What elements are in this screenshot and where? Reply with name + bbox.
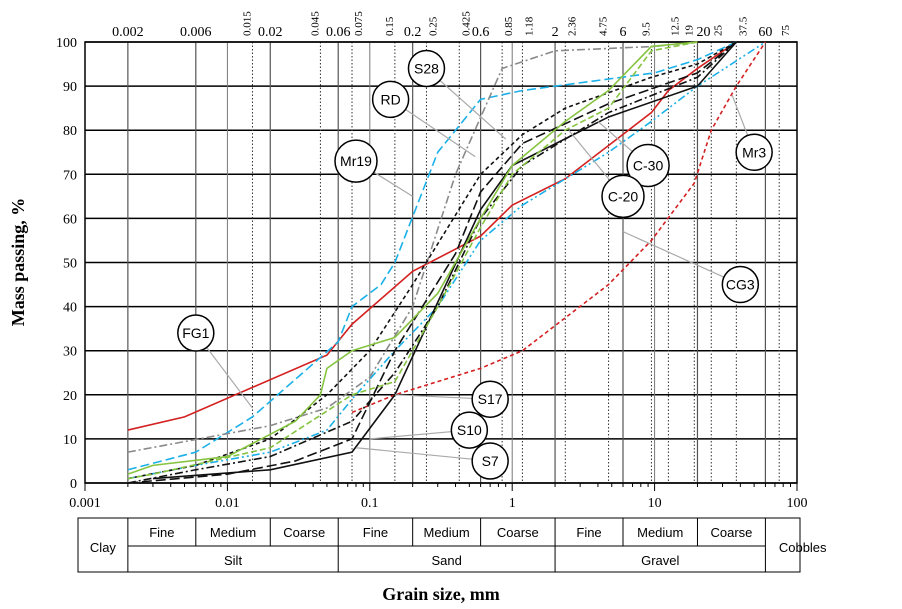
annotation-circle xyxy=(735,133,773,171)
subclass-label: Medium xyxy=(637,525,683,540)
y-tick-label: 80 xyxy=(63,124,77,139)
series-line-C-30 xyxy=(127,41,698,475)
annotation-label: S7 xyxy=(482,453,499,469)
y-tick-label: 70 xyxy=(63,168,77,183)
annotation-label: RD xyxy=(380,91,400,107)
annotation-label: S28 xyxy=(414,60,439,76)
y-tick-label: 0 xyxy=(70,477,77,492)
subclass-label: Coarse xyxy=(710,525,752,540)
x-tick-label: 0.01 xyxy=(215,496,240,511)
x-tick-label: 10 xyxy=(648,496,662,511)
annotation-circle xyxy=(721,265,760,304)
series-line-Mr3 xyxy=(127,41,766,480)
sieve-tick-label: 9.5 xyxy=(640,22,652,36)
sieve-tick-label: 0.045 xyxy=(309,11,321,36)
top-tick-label: 0.002 xyxy=(112,25,144,40)
annotation-label: FG1 xyxy=(182,325,209,341)
sieve-tick-label: 0.15 xyxy=(384,16,396,36)
top-tick-label: 0.2 xyxy=(404,25,422,40)
series-line-S17 xyxy=(127,41,737,484)
annotation-leader xyxy=(622,231,741,286)
top-tick-label: 6 xyxy=(620,25,627,40)
y-tick-label: 10 xyxy=(63,433,77,448)
x-tick-label: 1 xyxy=(509,496,516,511)
class-label: Gravel xyxy=(641,553,679,568)
annotation-circle xyxy=(371,80,410,119)
top-tick-label: 0.006 xyxy=(180,25,212,40)
annotation-label: S10 xyxy=(457,422,482,438)
sieve-tick-label: 2.36 xyxy=(566,16,578,36)
annotation-label: CG3 xyxy=(726,277,755,293)
series-line-C-20 xyxy=(127,41,698,480)
y-tick-label: 20 xyxy=(63,389,77,404)
annotation-label: Mr3 xyxy=(742,144,766,160)
sieve-tick-label: 0.85 xyxy=(503,16,515,36)
y-axis-title: Mass passing, % xyxy=(8,198,28,327)
sieve-tick-label: 37.5 xyxy=(737,16,749,36)
top-tick-label: 0.6 xyxy=(472,25,490,40)
subclass-label: Fine xyxy=(149,525,174,540)
annotation-label: C-20 xyxy=(608,188,639,204)
series-line-S28 xyxy=(127,41,698,453)
class-label: Sand xyxy=(431,553,461,568)
annotation-leader xyxy=(355,447,491,462)
subclass-label: Medium xyxy=(210,525,256,540)
sieve-tick-label: 0.075 xyxy=(353,11,365,36)
subclass-label: Fine xyxy=(576,525,601,540)
class-label: Silt xyxy=(224,553,242,568)
series-line-Mr19 xyxy=(127,41,737,471)
annotation-circle xyxy=(471,380,509,418)
y-tick-label: 50 xyxy=(63,257,77,272)
top-tick-label: 0.06 xyxy=(326,25,351,40)
sieve-tick-label: 0.015 xyxy=(241,11,253,36)
series-line-RD xyxy=(127,41,737,480)
subclass-label: Coarse xyxy=(283,525,325,540)
y-tick-label: 30 xyxy=(63,345,77,360)
y-tick-label: 60 xyxy=(63,212,77,227)
class-label: Cobbles xyxy=(779,540,827,555)
sieve-tick-label: 0.25 xyxy=(427,16,439,36)
annotation-circle xyxy=(471,442,509,480)
annotation-circle xyxy=(334,139,378,183)
sieve-tick-label: 19 xyxy=(683,25,695,37)
x-tick-label: 0.1 xyxy=(361,496,379,511)
top-tick-label: 60 xyxy=(758,25,772,40)
series-line-CG3 xyxy=(351,41,767,414)
top-tick-label: 0.02 xyxy=(258,25,283,40)
subclass-label: Fine xyxy=(363,525,388,540)
annotation-circle xyxy=(601,174,645,219)
annotation-circle xyxy=(450,411,489,449)
x-axis-title: Grain size, mm xyxy=(382,584,499,604)
sieve-tick-label: 0.425 xyxy=(460,11,472,36)
x-tick-label: 100 xyxy=(787,496,808,511)
sieve-tick-label: 1.18 xyxy=(523,16,535,36)
y-tick-label: 40 xyxy=(63,301,77,316)
annotation-label: Mr19 xyxy=(340,153,372,169)
top-tick-label: 20 xyxy=(696,25,710,40)
annotation-circle xyxy=(177,314,215,352)
sieve-tick-label: 25 xyxy=(712,25,724,37)
subclass-label: Medium xyxy=(424,525,470,540)
x-tick-label: 0.001 xyxy=(69,496,101,511)
sieve-tick-label: 4.75 xyxy=(598,16,610,36)
sieve-tick-label: 75 xyxy=(780,25,792,37)
annotation-circle xyxy=(626,143,670,188)
sieve-tick-label: 12.5 xyxy=(669,16,681,36)
subclass-label: Coarse xyxy=(497,525,539,540)
class-label: Clay xyxy=(90,540,117,555)
series-line-S10 xyxy=(127,41,737,484)
y-tick-label: 90 xyxy=(63,80,77,95)
y-tick-label: 100 xyxy=(56,36,77,51)
top-tick-label: 2 xyxy=(552,25,559,40)
classification-table xyxy=(77,517,801,573)
annotation-circle xyxy=(407,49,446,88)
annotation-label: C-30 xyxy=(633,157,664,173)
series-line-FG1 xyxy=(127,41,737,431)
annotation-label: S17 xyxy=(478,391,503,407)
series-line-S7 xyxy=(152,41,737,480)
plot-frame xyxy=(84,41,798,484)
